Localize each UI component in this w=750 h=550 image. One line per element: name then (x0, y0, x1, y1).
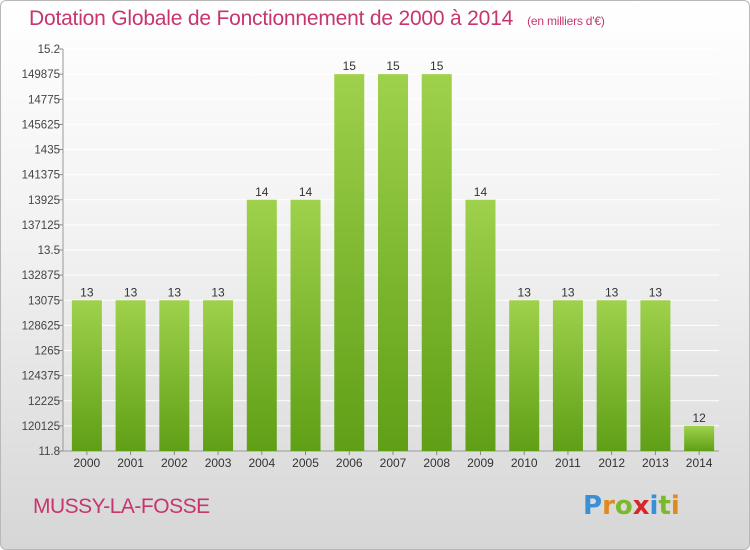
bar-2010 (509, 300, 540, 451)
bar-2002 (159, 300, 190, 451)
logo-letter: t (658, 491, 671, 521)
data-label: 14 (255, 185, 269, 199)
y-tick-label: 14775 (28, 94, 60, 106)
x-tick-label: 2013 (642, 456, 669, 470)
y-tick-label: 141375 (22, 170, 60, 182)
x-tick-label: 2004 (248, 456, 275, 470)
x-tick-label: 2000 (74, 456, 101, 470)
y-tick-label: 137125 (22, 220, 60, 232)
x-tick-label: 2009 (467, 456, 494, 470)
proxiti-logo[interactable]: Proxiti (583, 491, 680, 521)
bar-2004 (246, 199, 277, 451)
y-tick-label: 149875 (22, 69, 60, 81)
logo-letter: P (583, 491, 603, 521)
x-tick-label: 2008 (423, 456, 450, 470)
logo-letter: x (632, 491, 650, 521)
data-label: 15 (343, 59, 357, 73)
y-tick-label: 120125 (22, 421, 60, 433)
y-tick-label: 1265 (34, 346, 60, 358)
bar-2001 (115, 300, 146, 451)
y-tick-label: 15.2 (38, 44, 60, 56)
data-label: 12 (692, 411, 706, 425)
bar-2003 (203, 300, 234, 451)
data-label: 15 (386, 59, 400, 73)
bar-2009 (465, 199, 496, 451)
bar-2000 (71, 300, 102, 451)
bar-2013 (640, 300, 671, 451)
y-tick-label: 13075 (28, 295, 60, 307)
y-tick-label: 13925 (28, 195, 60, 207)
x-tick-label: 2001 (117, 456, 144, 470)
data-label: 15 (430, 59, 444, 73)
data-label: 13 (649, 285, 663, 299)
commune-name: MUSSY-LA-FOSSE (33, 495, 210, 518)
logo-letter: i (649, 491, 659, 521)
x-tick-label: 2011 (555, 456, 581, 470)
x-tick-label: 2002 (161, 456, 188, 470)
bar-2008 (421, 74, 452, 451)
logo-letter: i (670, 491, 680, 521)
y-tick-label: 145625 (22, 119, 60, 131)
data-label: 13 (561, 285, 575, 299)
unit-label: (en milliers d'€) (527, 14, 605, 28)
bar-2012 (596, 300, 627, 451)
bar-2011 (552, 300, 583, 451)
data-label: 14 (299, 185, 313, 199)
data-label: 13 (168, 285, 182, 299)
x-tick-label: 2006 (336, 456, 363, 470)
bar-2007 (378, 74, 408, 451)
y-tick-label: 12225 (28, 396, 60, 408)
x-tick-label: 2010 (511, 456, 538, 470)
x-tick-label: 2007 (380, 456, 407, 470)
y-tick-label: 124375 (22, 371, 60, 383)
y-tick-label: 13.5 (38, 245, 60, 257)
x-tick-label: 2003 (205, 456, 232, 470)
logo-letter: o (614, 491, 633, 521)
bar-2014 (684, 425, 715, 451)
y-tick-label: 1435 (34, 145, 60, 157)
bar-2006 (334, 74, 365, 451)
data-label: 14 (474, 185, 488, 199)
x-tick-label: 2014 (686, 456, 713, 470)
data-label: 13 (80, 285, 94, 299)
chart-title: Dotation Globale de Fonctionnement de 20… (29, 7, 605, 31)
y-tick-label: 128625 (22, 320, 60, 332)
y-tick-label: 132875 (22, 270, 60, 282)
y-tick-label: 11.8 (38, 446, 60, 458)
data-label: 13 (211, 285, 225, 299)
data-label: 13 (124, 285, 138, 299)
data-label: 13 (605, 285, 619, 299)
x-tick-label: 2012 (598, 456, 625, 470)
title-text: Dotation Globale de Fonctionnement de 20… (29, 7, 514, 30)
logo-letter: r (602, 491, 615, 521)
bar-2005 (290, 199, 321, 451)
x-tick-label: 2005 (292, 456, 319, 470)
data-label: 13 (518, 285, 532, 299)
